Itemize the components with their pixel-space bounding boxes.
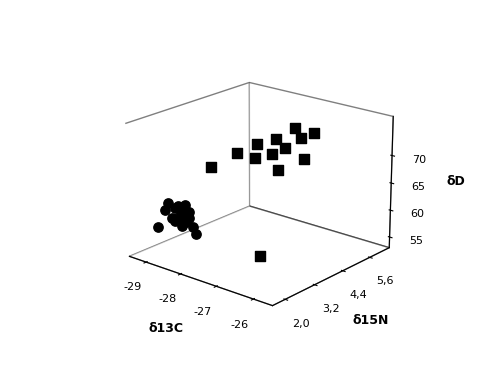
- X-axis label: δ13C: δ13C: [149, 322, 184, 335]
- Y-axis label: δ15N: δ15N: [352, 314, 389, 327]
